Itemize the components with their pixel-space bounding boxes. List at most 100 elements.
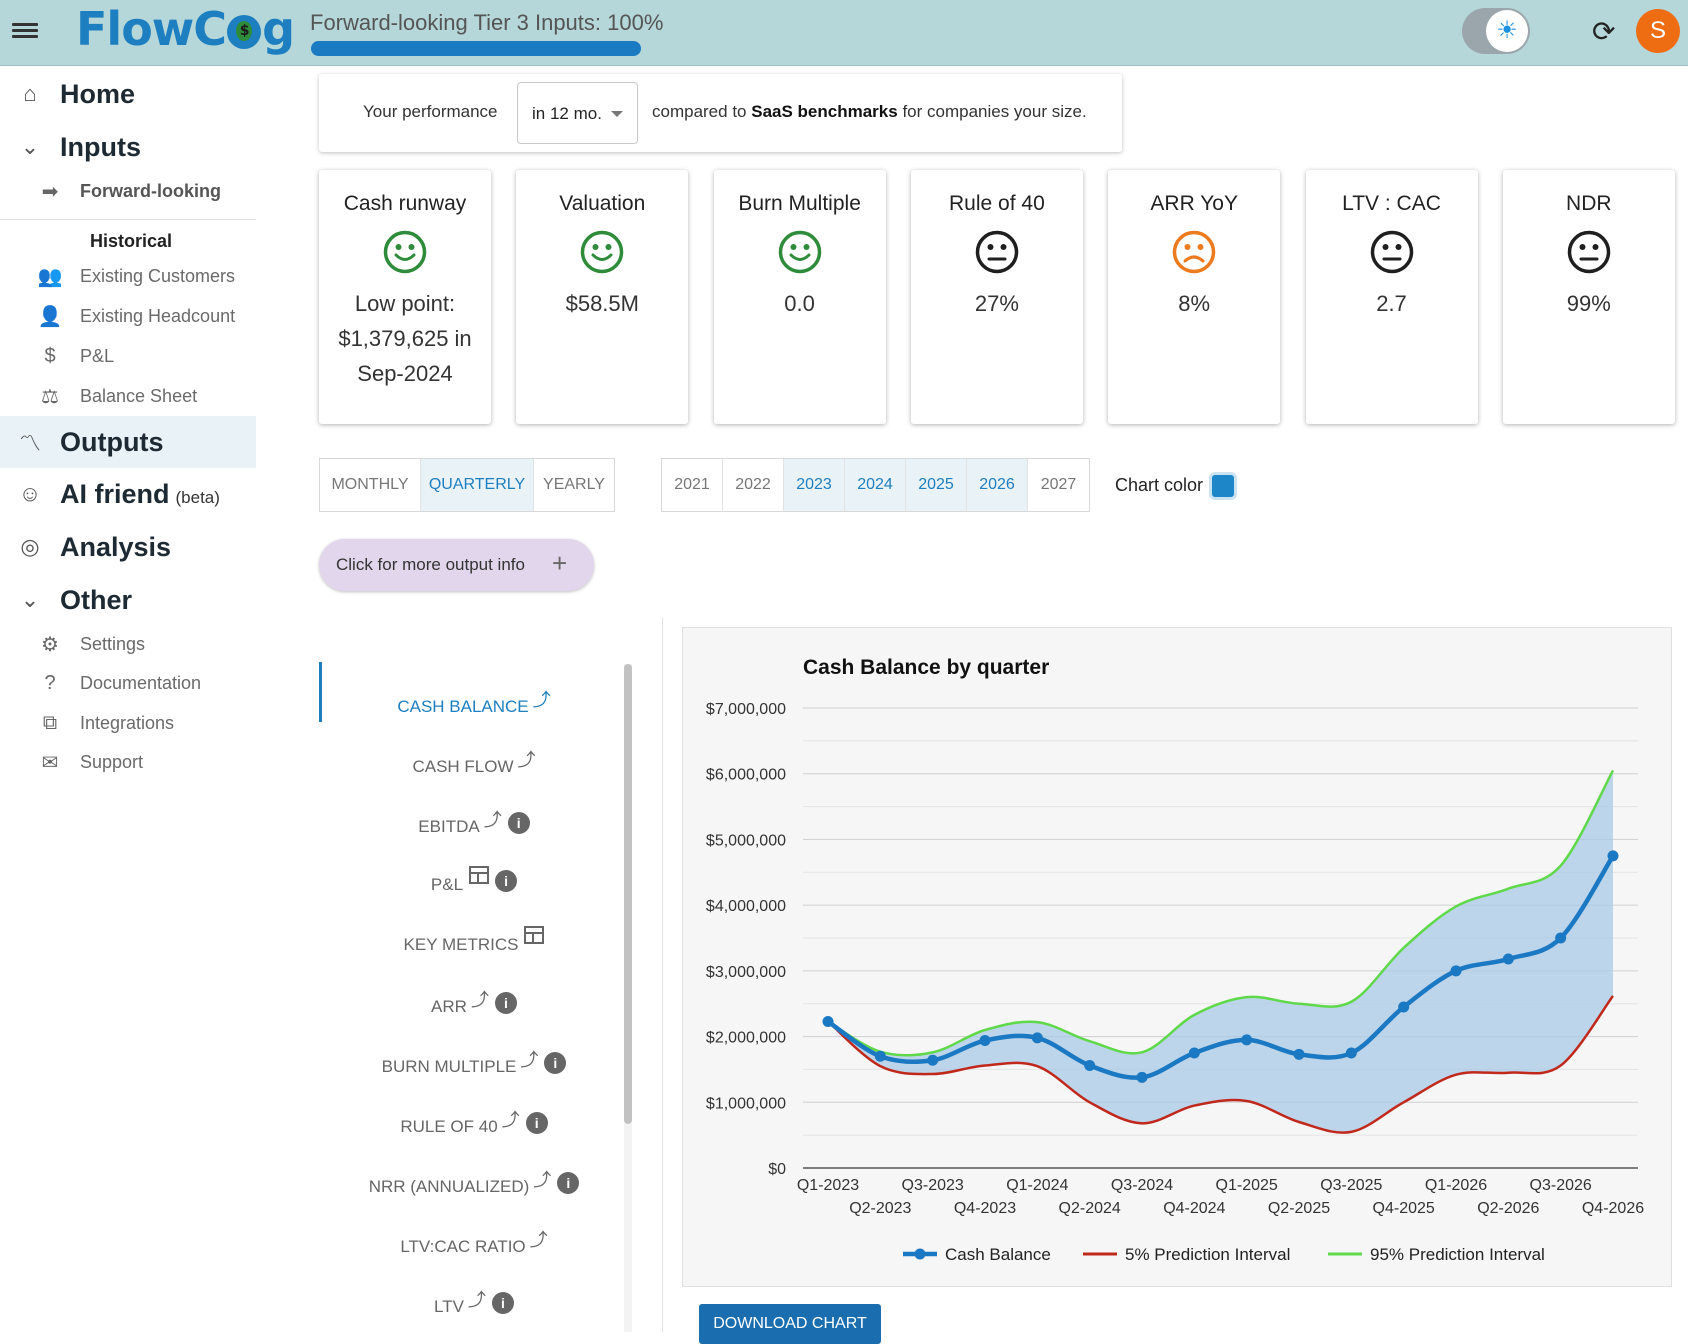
output-item-arr[interactable]: ARR ⤴ i [319, 986, 629, 1026]
legend-label: Cash Balance [945, 1245, 1051, 1264]
x-tick-label: Q1-2023 [797, 1177, 859, 1194]
year-tab-2026[interactable]: 2026 [967, 459, 1028, 511]
nav-forward-looking[interactable]: ➡ Forward-looking [0, 173, 256, 209]
nav-ai-friend[interactable]: ☺ AI friend (beta) [0, 468, 256, 520]
inputs-progress-fill [311, 41, 641, 56]
output-item-key-metrics[interactable]: KEY METRICS [319, 926, 629, 966]
caret-down-icon [611, 111, 623, 117]
period-tab-quarterly[interactable]: QUARTERLY [421, 459, 534, 511]
nav-settings[interactable]: ⚙ Settings [0, 626, 256, 662]
info-icon[interactable]: i [507, 812, 530, 834]
metric-card[interactable]: Burn Multiple 0.0 [713, 170, 886, 424]
period-toggle: MONTHLY QUARTERLY YEARLY [319, 458, 615, 512]
year-tab-2023[interactable]: 2023 [784, 459, 845, 511]
avatar[interactable]: S [1636, 9, 1680, 53]
x-tick-label: Q3-2024 [1111, 1177, 1173, 1194]
nav-item-label: Documentation [80, 672, 202, 693]
data-point [1241, 1034, 1253, 1046]
chart-color-label: Chart color [1115, 475, 1204, 495]
nav-item-label: Settings [80, 633, 146, 654]
nav-documentation[interactable]: ? Documentation [0, 665, 256, 701]
prediction-band [828, 770, 1613, 1133]
x-tick-label: Q4-2025 [1373, 1200, 1435, 1217]
output-item-label: P&L [430, 875, 464, 894]
info-icon[interactable]: i [557, 1172, 580, 1194]
output-list-scrollbar[interactable] [624, 664, 632, 1124]
legend-marker [914, 1248, 926, 1260]
nav-outputs-label: Outputs [60, 426, 164, 457]
download-chart-button[interactable]: DOWNLOAD CHART [699, 1304, 881, 1344]
hamburger-menu-icon[interactable] [12, 20, 38, 44]
period-tab-monthly[interactable]: MONTHLY [320, 459, 421, 511]
nav-inputs[interactable]: ⌄ Inputs [0, 121, 256, 173]
x-tick-label: Q2-2024 [1059, 1200, 1121, 1217]
metric-card[interactable]: ARR YoY 8% [1108, 170, 1281, 424]
metric-card[interactable]: Cash runway Low point: $1,379,625 in Sep-… [319, 170, 491, 424]
info-icon[interactable]: i [491, 1292, 514, 1314]
info-icon[interactable]: i [544, 1052, 567, 1074]
nav-balance-sheet[interactable]: ⚖ Balance Sheet [0, 378, 256, 414]
info-icon[interactable]: i [495, 870, 518, 892]
help-circle-icon: ? [44, 671, 56, 694]
output-item-label: LTV:CAC RATIO [400, 1237, 526, 1256]
output-item-cash-flow[interactable]: CASH FLOW ⤴ [319, 746, 629, 786]
info-icon[interactable]: i [525, 1112, 548, 1134]
trend-icon: ⤴ [529, 1230, 548, 1250]
x-tick-label: Q2-2026 [1477, 1200, 1539, 1217]
data-point [1398, 1001, 1410, 1013]
logo[interactable]: FlowCg [76, 2, 295, 56]
year-tab-2022[interactable]: 2022 [723, 459, 784, 511]
output-item-label: CASH FLOW [412, 757, 514, 776]
more-output-info-button[interactable]: Click for more output info + [319, 539, 594, 591]
metric-card[interactable]: LTV : CAC 2.7 [1305, 170, 1478, 424]
nav-pl[interactable]: $ P&L [0, 338, 256, 374]
metric-card[interactable]: NDR 99% [1502, 170, 1675, 424]
output-item-ebitda[interactable]: EBITDA ⤴ i [319, 806, 629, 846]
output-list: CASH BALANCE ⤴ CASH FLOW ⤴ EBITDA ⤴ i P&L i KEY M… [319, 650, 629, 1332]
metric-card[interactable]: Rule of 40 27% [910, 170, 1083, 424]
metric-title: Valuation [559, 192, 646, 215]
info-icon[interactable]: i [494, 992, 517, 1014]
theme-toggle[interactable]: ☀ [1462, 8, 1530, 54]
x-tick-label: Q3-2025 [1320, 1177, 1382, 1194]
nav-home[interactable]: ⌂ Home [0, 68, 256, 120]
nav-support[interactable]: ✉ Support [0, 744, 256, 780]
nav-integrations[interactable]: ⧉ Integrations [0, 705, 256, 741]
trend-icon: ⤴ [501, 1110, 520, 1130]
year-toggle: 2021 2022 2023 2024 2025 2026 2027 [661, 458, 1090, 512]
metric-card[interactable]: Valuation $58.5M [516, 170, 689, 424]
horizon-select[interactable]: in 12 mo. [517, 82, 638, 144]
series-line-cash-balance [826, 854, 1615, 1080]
nav-item-label: P&L [80, 345, 115, 366]
output-item-rule-of-40[interactable]: RULE OF 40 ⤴ i [319, 1106, 629, 1146]
sun-icon: ☀ [1486, 10, 1528, 52]
year-tab-2027[interactable]: 2027 [1040, 476, 1077, 493]
historical-heading: Historical [90, 231, 173, 251]
year-tab-2024[interactable]: 2024 [845, 459, 906, 511]
nav-existing-customers[interactable]: 👥 Existing Customers [0, 258, 256, 294]
year-tab-2021[interactable]: 2021 [662, 459, 723, 511]
data-point [1607, 850, 1619, 862]
output-item-nrr-annualized[interactable]: NRR (ANNUALIZED) ⤴ i [319, 1166, 629, 1206]
output-item-ltv[interactable]: LTV ⤴ i [319, 1286, 629, 1326]
x-tick-label: Q2-2023 [849, 1200, 911, 1217]
output-item-ltv-cac-ratio[interactable]: LTV:CAC RATIO ⤴ [319, 1226, 629, 1266]
nav-analysis[interactable]: ◎ Analysis [0, 521, 256, 573]
plus-icon: + [552, 548, 568, 578]
output-item-burn-multiple[interactable]: BURN MULTIPLE ⤴ i [319, 1046, 629, 1086]
nav-home-label: Home [60, 78, 136, 109]
chart-color-swatch[interactable] [1209, 472, 1237, 500]
performance-prefix: Your performance [363, 102, 498, 121]
nav-other[interactable]: ⌄ Other [0, 574, 256, 626]
neutral-face-icon [1567, 230, 1611, 274]
nav-existing-headcount[interactable]: 👤 Existing Headcount [0, 298, 256, 334]
output-item-cash-balance[interactable]: CASH BALANCE ⤴ [319, 686, 629, 726]
year-tab-2025[interactable]: 2025 [906, 459, 967, 511]
output-item-p-l[interactable]: P&L i [319, 866, 629, 906]
data-point [1555, 932, 1567, 944]
nav-outputs[interactable]: 〽 Outputs [0, 416, 256, 468]
legend-label: 5% Prediction Interval [1125, 1245, 1290, 1264]
refresh-icon[interactable]: ⟳ [1592, 16, 1616, 47]
period-tab-yearly[interactable]: YEARLY [543, 476, 605, 493]
output-item-label: CASH BALANCE [397, 697, 529, 716]
